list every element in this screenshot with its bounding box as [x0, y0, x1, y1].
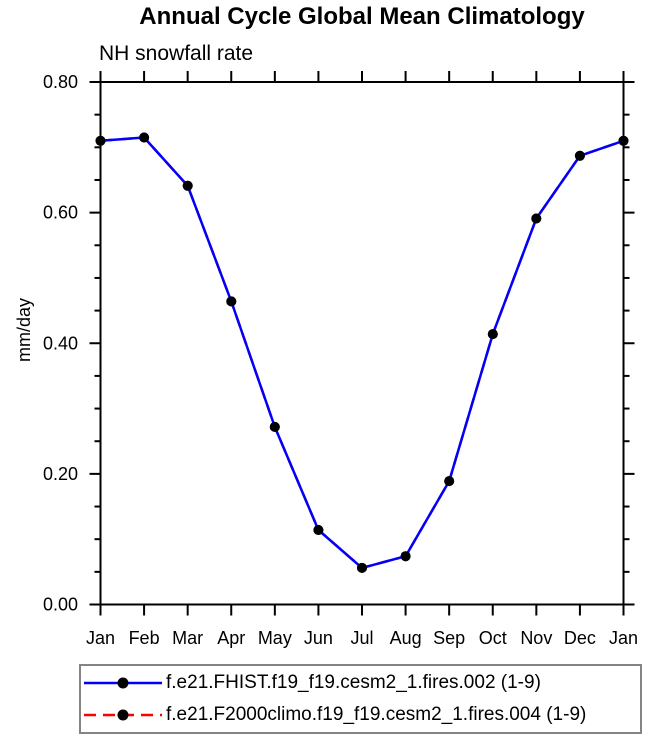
legend-label: f.e21.F2000climo.f19_f19.cesm2_1.fires.0… [166, 703, 587, 725]
legend-item: f.e21.FHIST.f19_f19.cesm2_1.fires.002 (1… [81, 669, 640, 697]
y-tick-label: 0.60 [43, 203, 78, 223]
y-tick-label: 0.20 [43, 464, 78, 484]
chart-title: Annual Cycle Global Mean Climatology [139, 3, 585, 30]
x-tick-label: Nov [520, 628, 552, 648]
data-point-marker [269, 421, 280, 432]
x-tick-label: Jan [609, 628, 638, 648]
x-tick-label: Jan [86, 628, 115, 648]
legend-dashed-line-sample [84, 709, 162, 721]
x-tick-label: Oct [479, 628, 507, 648]
legend-marker-dot [117, 677, 129, 689]
x-tick-label: Apr [217, 628, 245, 648]
series-line-1 [100, 136, 624, 570]
legend-label: f.e21.FHIST.f19_f19.cesm2_1.fires.002 (1… [166, 672, 541, 694]
x-tick-label: Jun [304, 628, 333, 648]
x-tick-label: Dec [564, 628, 596, 648]
x-tick-label: Jul [350, 628, 373, 648]
y-axis-title: mm/day [14, 298, 34, 362]
plot-area: Jan Feb Mar Apr May Jun Jul Aug Sep Oct Nov Dec Jan 0… [14, 71, 638, 648]
data-point-marker [487, 329, 498, 340]
legend-item: f.e21.F2000climo.f19_f19.cesm2_1.fires.0… [81, 701, 640, 729]
y-tick-label: 0.00 [43, 595, 78, 615]
data-point-marker [400, 551, 411, 562]
x-tick-label: Mar [172, 628, 203, 648]
data-point-marker [618, 135, 629, 146]
plot-frame [99, 81, 625, 606]
y-tick-label: 0.40 [43, 333, 78, 353]
data-point-marker [226, 296, 237, 307]
data-point-marker [357, 562, 367, 573]
x-tick-label: Sep [433, 628, 465, 648]
y-tick-label: 0.80 [43, 72, 78, 92]
data-point-marker [444, 476, 455, 487]
data-point-marker [574, 150, 585, 161]
chart-subtitle: NH snowfall rate [99, 42, 254, 65]
legend-solid-line-sample [84, 677, 162, 689]
x-tick-label: Feb [129, 628, 160, 648]
data-point-marker [313, 525, 324, 535]
data-point-marker [139, 132, 150, 143]
legend-box: f.e21.FHIST.f19_f19.cesm2_1.fires.002 (1… [79, 664, 642, 734]
series-line-0 [100, 136, 624, 570]
legend-marker-dot [117, 709, 129, 721]
x-tick-label: May [258, 628, 292, 648]
data-point-marker [95, 135, 106, 146]
x-tick-label: Aug [390, 628, 422, 648]
data-point-marker [531, 213, 542, 224]
data-point-marker [182, 180, 193, 191]
